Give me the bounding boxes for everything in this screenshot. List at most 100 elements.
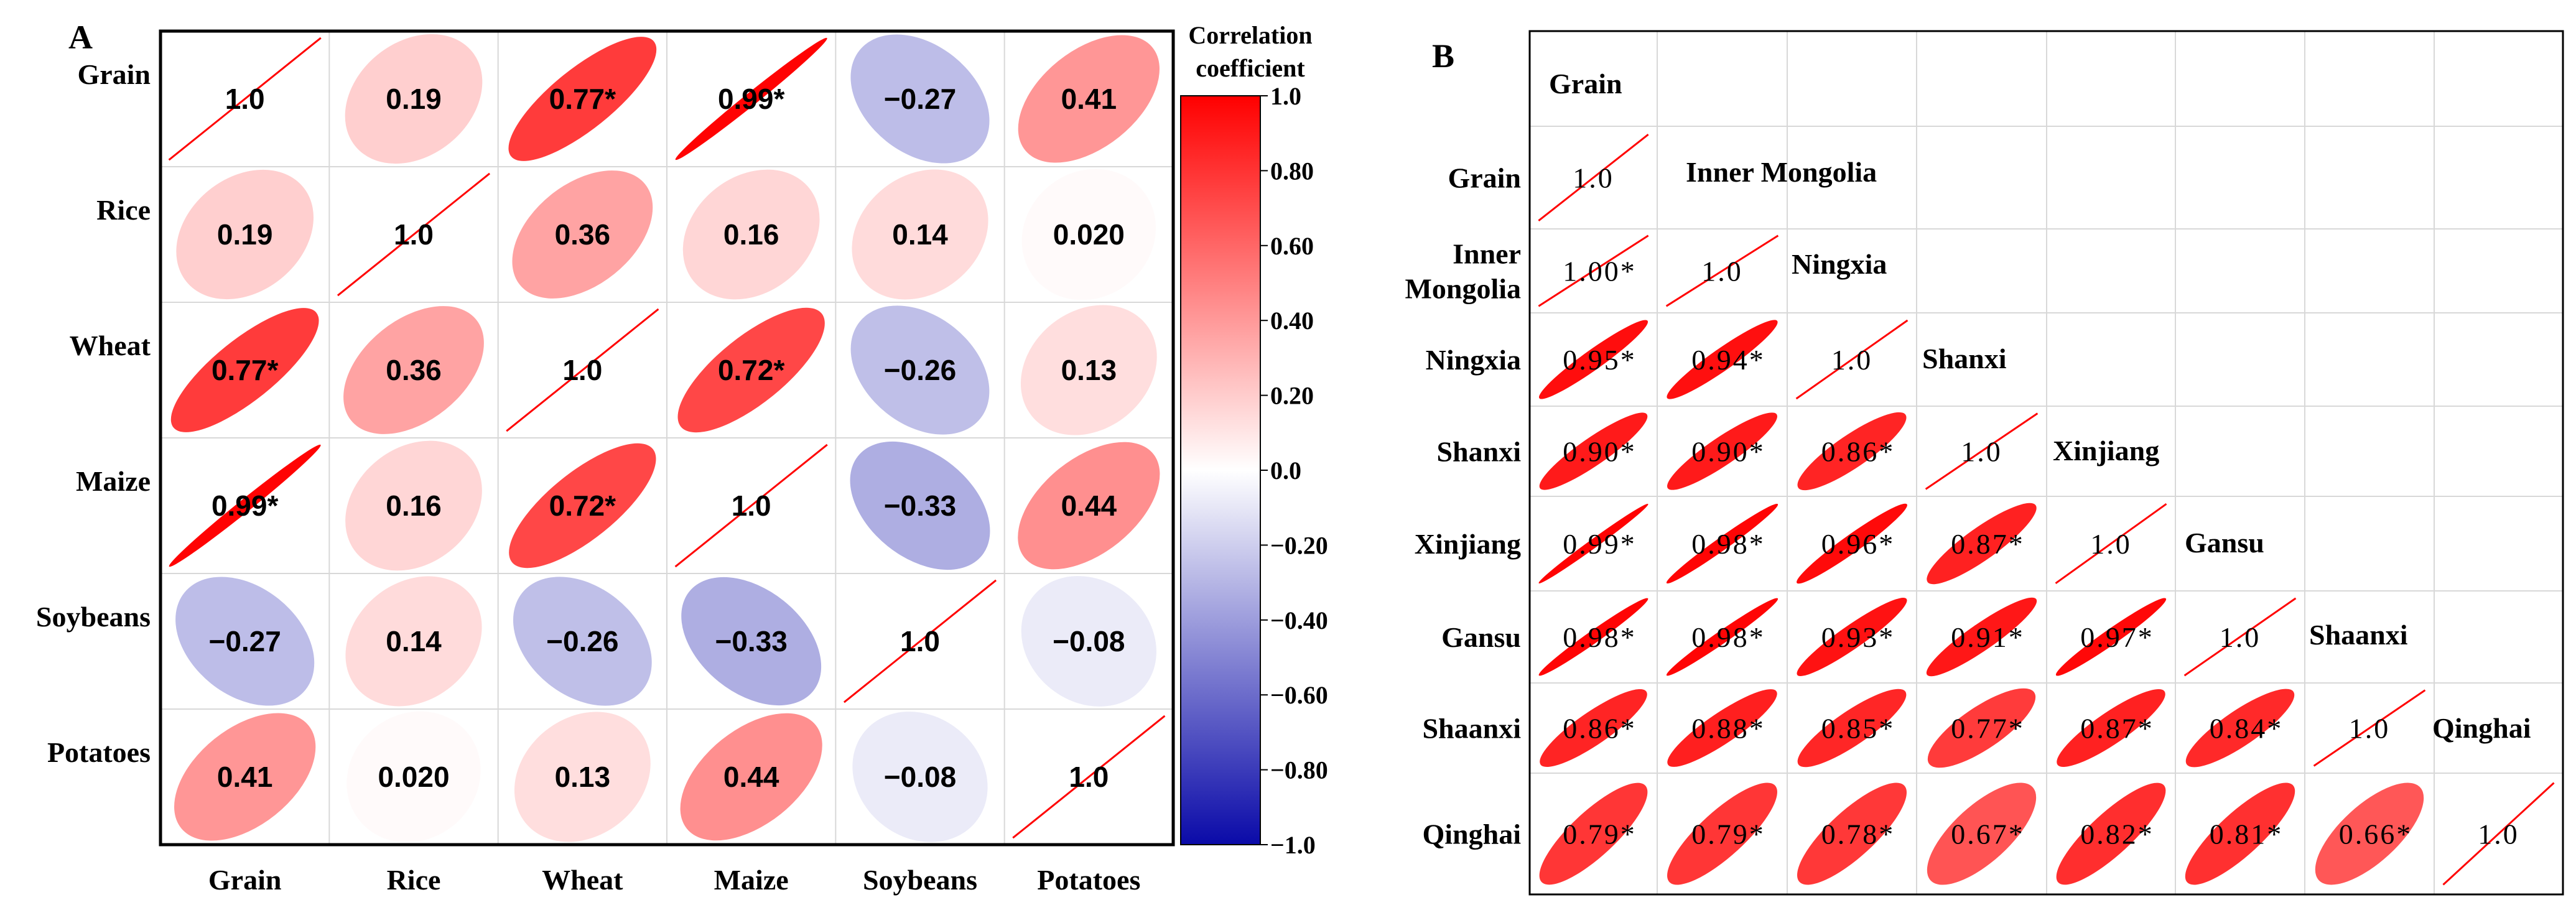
panel-a-label: A xyxy=(68,19,93,56)
cell-ellipse xyxy=(1797,782,1907,885)
column-label: Grain xyxy=(1549,68,1622,100)
column-label: Gansu xyxy=(2185,527,2264,559)
cell-ellipse xyxy=(675,37,827,160)
colorbar-tick-label: 0.80 xyxy=(1270,157,1314,185)
cell-value-label: 0.67* xyxy=(1951,819,2025,850)
cell-ellipse xyxy=(2057,689,2165,767)
cell-ellipse xyxy=(2055,503,2167,585)
row-label: Wheat xyxy=(70,330,151,361)
cell-value-label: 0.41 xyxy=(217,761,273,793)
cell-value-label: 1.0 xyxy=(394,218,434,251)
cell-ellipse xyxy=(1666,598,1779,676)
cell-ellipse xyxy=(1927,782,2037,885)
cell-ellipse xyxy=(1667,412,1777,490)
panel-a-row-labels: Grain Rice Wheat Maize Soybeans Potatoes xyxy=(36,58,151,768)
cell-ellipse xyxy=(345,576,482,707)
cell-value-label: −0.26 xyxy=(546,625,618,657)
row-label: Grain xyxy=(1448,162,1521,194)
cell-ellipse xyxy=(2315,782,2424,885)
colorbar-tick-label: 0.20 xyxy=(1270,382,1314,410)
cell-ellipse xyxy=(1797,412,1907,491)
cell-ellipse xyxy=(1021,169,1156,300)
cell-ellipse xyxy=(168,37,322,161)
cell-value-label: 0.99* xyxy=(1563,528,1637,560)
cell-value-label: 0.13 xyxy=(555,761,611,793)
cell-value-label: 1.0 xyxy=(900,625,940,657)
panel-b: B 1.0 1.00* 1.0 0.95* 0.94* 1.0 0.90* 0.90* 0.86… xyxy=(1405,30,2564,896)
column-label: Grain xyxy=(208,864,282,896)
cell-ellipse xyxy=(509,443,656,569)
cell-value-label: 0.14 xyxy=(386,625,442,657)
cell-ellipse xyxy=(1021,576,1156,707)
cell-value-label: 0.36 xyxy=(555,218,611,251)
cell-value-label: 0.86* xyxy=(1563,713,1637,745)
cell-value-label: −0.33 xyxy=(884,490,956,522)
cell-ellipse xyxy=(508,37,657,161)
cell-ellipse xyxy=(852,169,988,300)
cell-ellipse xyxy=(2183,597,2297,677)
cell-value-label: 0.96* xyxy=(1821,528,1895,560)
column-label: Rice xyxy=(387,864,441,896)
cell-value-label: 0.99* xyxy=(212,490,279,522)
row-label: Grain xyxy=(77,58,151,90)
cell-ellipse xyxy=(1538,598,1648,676)
cell-value-label: 0.91* xyxy=(1951,621,2025,653)
colorbar-ticks: 1.0 0.80 0.60 0.40 0.20 0.0 −0.20 −0.40 −0.60 −0.… xyxy=(1260,82,1328,859)
column-label: Wheat xyxy=(542,864,623,896)
cell-ellipse xyxy=(1667,782,1777,885)
cell-value-label: 1.0 xyxy=(1961,436,2002,468)
cell-ellipse xyxy=(506,308,659,432)
cell-ellipse xyxy=(1539,412,1648,490)
cell-value-label: 1.00* xyxy=(1563,256,1637,287)
cell-ellipse xyxy=(681,577,822,706)
cell-value-label: 0.14 xyxy=(892,218,948,251)
cell-value-label: 0.19 xyxy=(386,83,442,115)
colorbar-tick-label: −1.0 xyxy=(1270,831,1316,859)
cell-value-label: 1.0 xyxy=(2478,819,2519,850)
cell-ellipse xyxy=(2442,782,2555,886)
row-label: Maize xyxy=(76,465,151,497)
cell-ellipse xyxy=(343,306,484,434)
cell-ellipse xyxy=(514,712,651,842)
colorbar-title-line-2: coefficient xyxy=(1196,54,1305,82)
cell-ellipse xyxy=(1797,598,1907,676)
cell-value-label: 0.81* xyxy=(2210,819,2284,850)
cell-ellipse xyxy=(174,713,316,841)
cell-value-label: 0.44 xyxy=(1061,490,1117,522)
cell-value-label: −0.33 xyxy=(715,625,787,657)
cell-value-label: 0.72* xyxy=(718,354,785,386)
cell-value-label: 1.0 xyxy=(562,354,602,386)
cell-ellipse xyxy=(2313,689,2426,767)
column-label: Soybeans xyxy=(863,864,977,896)
cell-value-label: −0.27 xyxy=(208,625,281,657)
colorbar: Correlation coefficient 1.0 0.80 0.60 0.40 0… xyxy=(1180,21,1328,859)
row-label: Shanxi xyxy=(1436,436,1521,468)
cell-ellipse xyxy=(1665,234,1779,307)
cell-value-label: 0.90* xyxy=(1691,436,1765,468)
cell-ellipse xyxy=(2185,782,2295,885)
column-label: Qinghai xyxy=(2432,712,2531,744)
cell-value-label: 0.78* xyxy=(1821,819,1895,850)
panel-a: A 1.0 0.19 0.77* 0.99* −0.27 0.41 0.19 1.0 0.36 0… xyxy=(36,19,1175,896)
cell-ellipse xyxy=(1539,782,1648,885)
panel-a-frame xyxy=(159,29,1175,847)
cell-value-label: −0.08 xyxy=(884,761,956,793)
cell-ellipse xyxy=(1926,597,2037,677)
panel-b-frame xyxy=(1528,30,2564,896)
panel-a-grid xyxy=(160,31,1173,845)
cell-ellipse xyxy=(2185,689,2295,768)
cell-value-label: 0.98* xyxy=(1691,528,1765,560)
cell-value-label: 0.79* xyxy=(1563,819,1637,850)
colorbar-tick-label: −0.20 xyxy=(1270,531,1328,559)
cell-ellipse xyxy=(843,579,997,703)
colorbar-tick-label: 0.0 xyxy=(1270,457,1301,485)
cell-ellipse xyxy=(512,170,653,299)
cell-value-label: 0.66* xyxy=(2339,819,2413,850)
cell-ellipse xyxy=(1927,503,2037,585)
cell-value-label: 0.16 xyxy=(723,218,779,251)
cell-value-label: 0.79* xyxy=(1691,819,1765,850)
cell-ellipse xyxy=(2055,598,2167,676)
row-label: Potatoes xyxy=(47,736,151,768)
